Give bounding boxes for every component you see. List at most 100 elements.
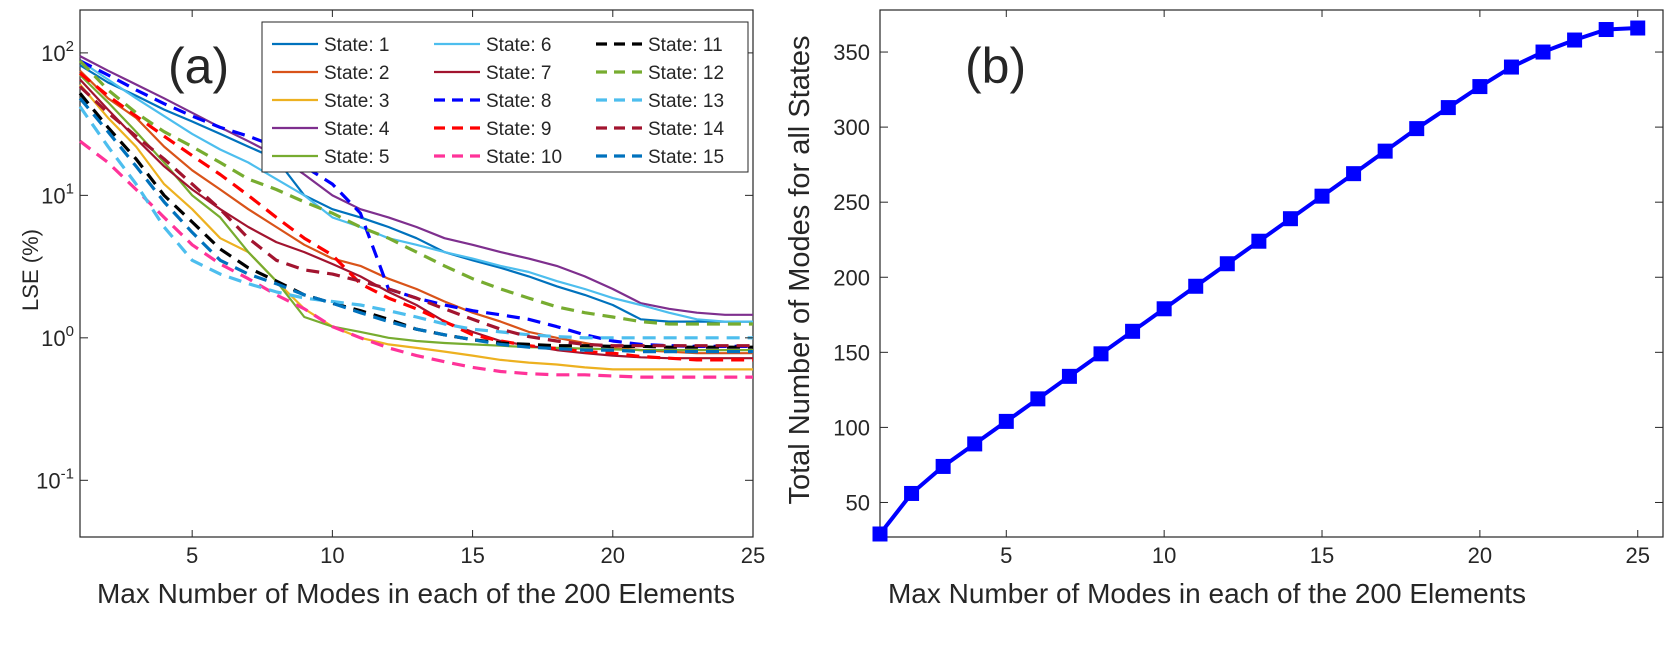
data-point-marker <box>1377 143 1393 159</box>
panel-label-a: (a) <box>168 38 229 94</box>
legend-item-state-10: State: 10 <box>434 147 562 168</box>
data-point-marker <box>1030 391 1046 407</box>
y-tick-label: 100 <box>41 323 74 351</box>
x-axis-label-b: Max Number of Modes in each of the 200 E… <box>888 578 1526 609</box>
data-point-marker <box>1598 22 1614 38</box>
legend-items-a: State: 1 State: 2 State: 3 State: 4 State: 5… <box>272 35 724 168</box>
data-point-marker <box>1251 233 1267 249</box>
legend-item-state-7: State: 7 <box>434 63 552 84</box>
series-line-state-5 <box>79 74 753 352</box>
y-ticks-a: 10-1 100 101 102 <box>36 38 753 493</box>
x-axis-label-a: Max Number of Modes in each of the 200 E… <box>97 578 735 609</box>
x-tick-label: 10 <box>1152 543 1176 568</box>
data-point-marker <box>967 436 983 452</box>
legend-item-state-2: State: 2 <box>272 63 390 84</box>
legend-label: State: 14 <box>648 119 724 140</box>
legend-box-a <box>261 21 749 173</box>
series-line-state-15 <box>78 97 753 354</box>
legend-a: State: 1 State: 2 State: 3 State: 4 State: 5… <box>261 21 749 173</box>
chart-a: 5 10 15 20 25 10-1 100 101 102 (a) Max Number o… <box>18 9 765 609</box>
data-point-marker <box>1409 121 1425 137</box>
series-line-state-6 <box>79 59 753 323</box>
series-line-state-3 <box>79 83 753 371</box>
y-tick-label: 150 <box>833 340 870 365</box>
x-tick-label: 5 <box>1000 543 1012 568</box>
legend-item-state-15: State: 15 <box>596 147 724 168</box>
series-line-state-10 <box>79 139 753 379</box>
y-tick-label: 50 <box>846 490 870 515</box>
data-point-marker <box>904 485 920 501</box>
legend-label: State: 7 <box>486 63 552 84</box>
legend-label: State: 10 <box>486 147 562 168</box>
x-tick-label: 15 <box>1310 543 1334 568</box>
legend-item-state-5: State: 5 <box>272 147 390 168</box>
data-point-marker <box>1314 188 1330 204</box>
legend-label: State: 5 <box>324 147 390 168</box>
y-axis-label-a: LSE (%) <box>18 229 43 311</box>
series-line-state-1 <box>79 64 753 323</box>
data-point-marker <box>1219 256 1235 272</box>
y-axis-label-b: Total Number of Modes for all States <box>784 35 816 504</box>
legend-label: State: 8 <box>486 91 552 112</box>
x-tick-label: 25 <box>741 543 765 568</box>
series-line-state-4 <box>79 55 753 316</box>
legend-label: State: 13 <box>648 91 724 112</box>
series-group-a <box>78 55 753 379</box>
legend-item-state-4: State: 4 <box>272 119 390 140</box>
legend-item-state-14: State: 14 <box>596 119 724 140</box>
data-point-marker <box>1188 278 1204 294</box>
chart-b: 5 10 15 20 25 50 100 150 200 250 300 350 (b) Max N… <box>784 9 1664 609</box>
series-line-state-14 <box>78 85 753 348</box>
data-point-marker <box>998 413 1014 429</box>
x-tick-label: 5 <box>186 543 198 568</box>
x-tick-label: 10 <box>320 543 344 568</box>
series-group-b <box>872 20 1646 542</box>
data-point-marker <box>1440 100 1456 116</box>
legend-item-state-13: State: 13 <box>596 91 724 112</box>
legend-item-state-3: State: 3 <box>272 91 390 112</box>
legend-label: State: 11 <box>648 35 723 56</box>
y-tick-label: 102 <box>41 38 74 66</box>
x-tick-label: 20 <box>601 543 625 568</box>
legend-item-state-1: State: 1 <box>272 35 390 56</box>
data-point-marker <box>1346 166 1362 182</box>
data-point-marker <box>1503 59 1519 75</box>
data-point-marker <box>1125 323 1141 339</box>
series-line-state-13 <box>78 105 753 340</box>
legend-label: State: 15 <box>648 147 724 168</box>
series-line-state-12 <box>78 59 753 326</box>
data-point-marker <box>872 526 888 542</box>
data-point-marker <box>1567 32 1583 48</box>
data-point-marker <box>1535 44 1551 60</box>
y-ticks-b: 50 100 150 200 250 300 350 <box>833 40 1663 515</box>
y-tick-label: 200 <box>833 265 870 290</box>
legend-label: State: 9 <box>486 119 552 140</box>
data-point-marker <box>1061 368 1077 384</box>
x-tick-label: 20 <box>1468 543 1492 568</box>
data-point-marker <box>1093 346 1109 362</box>
y-tick-label: 250 <box>833 190 870 215</box>
data-point-marker <box>1472 79 1488 95</box>
legend-item-state-6: State: 6 <box>434 35 552 56</box>
x-ticks-a: 5 10 15 20 25 <box>186 10 765 568</box>
legend-label: State: 3 <box>324 91 390 112</box>
legend-label: State: 4 <box>324 119 390 140</box>
legend-item-state-11: State: 11 <box>596 35 723 56</box>
legend-label: State: 1 <box>324 35 390 56</box>
data-point-marker <box>1156 301 1172 317</box>
data-point-marker <box>1630 20 1646 36</box>
y-tick-label: 350 <box>833 40 870 65</box>
y-tick-label: 10-1 <box>36 465 74 493</box>
x-ticks-b: 5 10 15 20 25 <box>1000 10 1650 568</box>
legend-item-state-9: State: 9 <box>434 119 552 140</box>
series-line-state-7 <box>79 78 753 360</box>
y-tick-label: 101 <box>41 180 74 208</box>
y-tick-label: 300 <box>833 115 870 140</box>
x-tick-label: 25 <box>1625 543 1649 568</box>
legend-label: State: 2 <box>324 63 390 84</box>
data-point-marker <box>1282 211 1298 227</box>
legend-item-state-8: State: 8 <box>434 91 552 112</box>
legend-item-state-12: State: 12 <box>596 63 724 84</box>
legend-label: State: 6 <box>486 35 552 56</box>
